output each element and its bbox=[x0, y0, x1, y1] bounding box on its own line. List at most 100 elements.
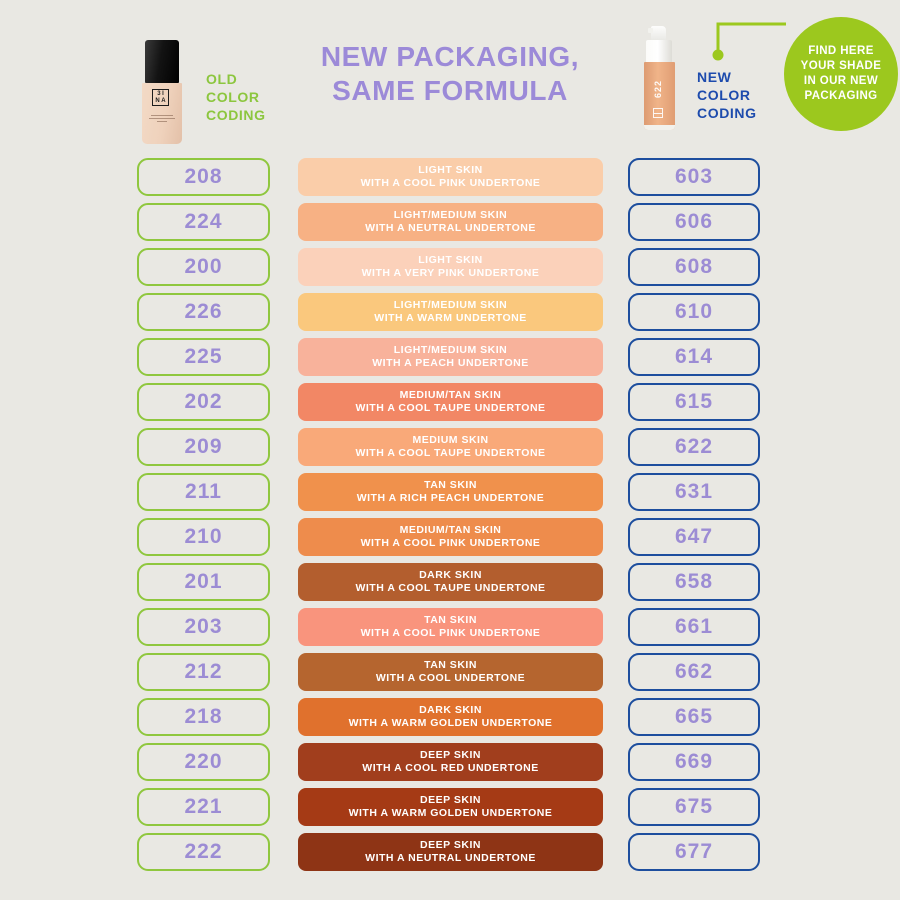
skin-type-text: LIGHT/MEDIUM SKIN bbox=[393, 299, 508, 311]
new-code: 677 bbox=[674, 840, 714, 863]
brand-logo: 3I NA bbox=[152, 89, 169, 106]
old-code-box: 208 bbox=[137, 158, 270, 196]
shade-desc-box: LIGHT/MEDIUM SKIN WITH A PEACH UNDERTONE bbox=[298, 338, 603, 376]
old-code-box: 209 bbox=[137, 428, 270, 466]
old-color-coding-label: OLD COLOR CODING bbox=[206, 71, 266, 123]
shade-desc-box: DEEP SKIN WITH A NEUTRAL UNDERTONE bbox=[298, 833, 603, 871]
shade-row: 211 TAN SKIN WITH A RICH PEACH UNDERTONE… bbox=[0, 473, 900, 511]
shade-row: 210 MEDIUM/TAN SKIN WITH A COOL PINK UND… bbox=[0, 518, 900, 556]
undertone-text: WITH A PEACH UNDERTONE bbox=[372, 357, 529, 369]
new-code: 603 bbox=[674, 165, 714, 188]
undertone-text: WITH A COOL RED UNDERTONE bbox=[362, 762, 539, 774]
shade-row: 202 MEDIUM/TAN SKIN WITH A COOL TAUPE UN… bbox=[0, 383, 900, 421]
shade-finder-badge: FIND HERE YOUR SHADE IN OUR NEW PACKAGIN… bbox=[784, 17, 898, 131]
old-code: 201 bbox=[184, 570, 223, 593]
connector-dot bbox=[712, 49, 724, 61]
new-code-box: 647 bbox=[628, 518, 760, 556]
new-code: 662 bbox=[674, 660, 714, 683]
new-color-coding-label: NEW COLOR CODING bbox=[697, 69, 757, 121]
skin-type-text: DEEP SKIN bbox=[420, 794, 481, 806]
undertone-text: WITH A WARM UNDERTONE bbox=[374, 312, 527, 324]
shade-desc-box: LIGHT SKIN WITH A VERY PINK UNDERTONE bbox=[298, 248, 603, 286]
skin-type-text: LIGHT/MEDIUM SKIN bbox=[393, 209, 508, 221]
old-code: 226 bbox=[184, 300, 223, 323]
undertone-text: WITH A COOL PINK UNDERTONE bbox=[360, 627, 541, 639]
new-code: 615 bbox=[674, 390, 714, 413]
shade-desc-box: DEEP SKIN WITH A WARM GOLDEN UNDERTONE bbox=[298, 788, 603, 826]
old-code-box: 201 bbox=[137, 563, 270, 601]
shade-row: 200 LIGHT SKIN WITH A VERY PINK UNDERTON… bbox=[0, 248, 900, 286]
new-code: 614 bbox=[674, 345, 714, 368]
shade-row: 208 LIGHT SKIN WITH A COOL PINK UNDERTON… bbox=[0, 158, 900, 196]
old-code: 224 bbox=[184, 210, 223, 233]
skin-type-text: DARK SKIN bbox=[419, 704, 482, 716]
new-code-box: 631 bbox=[628, 473, 760, 511]
old-product-bottle: 3I NA bbox=[142, 40, 182, 144]
old-code-box: 226 bbox=[137, 293, 270, 331]
shade-desc-box: MEDIUM SKIN WITH A COOL TAUPE UNDERTONE bbox=[298, 428, 603, 466]
new-code: 610 bbox=[674, 300, 714, 323]
skin-type-text: TAN SKIN bbox=[424, 479, 477, 491]
old-code-box: 221 bbox=[137, 788, 270, 826]
old-code: 222 bbox=[184, 840, 223, 863]
new-code-box: 615 bbox=[628, 383, 760, 421]
page-title: NEW PACKAGING, SAME FORMULA bbox=[320, 41, 580, 106]
new-bottle-body: 622 bbox=[644, 62, 675, 130]
badge-line: IN OUR NEW bbox=[803, 75, 879, 87]
undertone-text: WITH A RICH PEACH UNDERTONE bbox=[356, 492, 545, 504]
new-code: 647 bbox=[674, 525, 714, 548]
new-code: 661 bbox=[674, 615, 714, 638]
shade-row: 212 TAN SKIN WITH A COOL UNDERTONE 662 bbox=[0, 653, 900, 691]
new-code: 658 bbox=[674, 570, 714, 593]
undertone-text: WITH A COOL UNDERTONE bbox=[375, 672, 526, 684]
new-code-box: 677 bbox=[628, 833, 760, 871]
new-code: 606 bbox=[674, 210, 714, 233]
old-code: 208 bbox=[184, 165, 223, 188]
new-code-box: 658 bbox=[628, 563, 760, 601]
shade-desc-box: LIGHT/MEDIUM SKIN WITH A WARM UNDERTONE bbox=[298, 293, 603, 331]
old-code: 211 bbox=[185, 480, 222, 503]
brand-logo-bottom: NA bbox=[155, 97, 168, 104]
new-bottle-pump-nozzle bbox=[648, 26, 666, 41]
shade-row: 222 DEEP SKIN WITH A NEUTRAL UNDERTONE 6… bbox=[0, 833, 900, 871]
new-code: 669 bbox=[674, 750, 714, 773]
old-code-box: 203 bbox=[137, 608, 270, 646]
new-code-box: 675 bbox=[628, 788, 760, 826]
shade-desc-box: DARK SKIN WITH A WARM GOLDEN UNDERTONE bbox=[298, 698, 603, 736]
new-bottle-shade-number: 622 bbox=[653, 80, 663, 99]
skin-type-text: DEEP SKIN bbox=[420, 839, 481, 851]
skin-type-text: MEDIUM/TAN SKIN bbox=[399, 389, 502, 401]
shade-desc-box: TAN SKIN WITH A RICH PEACH UNDERTONE bbox=[298, 473, 603, 511]
old-bottle-cap bbox=[145, 40, 179, 83]
old-code: 203 bbox=[184, 615, 223, 638]
old-code-box: 200 bbox=[137, 248, 270, 286]
undertone-text: WITH A COOL PINK UNDERTONE bbox=[360, 537, 541, 549]
new-code-box: 661 bbox=[628, 608, 760, 646]
old-code-box: 225 bbox=[137, 338, 270, 376]
shade-desc-box: MEDIUM/TAN SKIN WITH A COOL TAUPE UNDERT… bbox=[298, 383, 603, 421]
undertone-text: WITH A NEUTRAL UNDERTONE bbox=[365, 222, 536, 234]
new-product-bottle: 622 bbox=[644, 26, 676, 130]
shade-desc-box: TAN SKIN WITH A COOL PINK UNDERTONE bbox=[298, 608, 603, 646]
skin-type-text: LIGHT SKIN bbox=[418, 164, 483, 176]
new-code-box: 603 bbox=[628, 158, 760, 196]
skin-type-text: DEEP SKIN bbox=[420, 749, 481, 761]
brand-logo-top: 3I bbox=[157, 91, 166, 97]
new-code-box: 662 bbox=[628, 653, 760, 691]
old-code-box: 218 bbox=[137, 698, 270, 736]
undertone-text: WITH A COOL TAUPE UNDERTONE bbox=[355, 447, 546, 459]
label-microtext-line bbox=[157, 121, 167, 122]
badge-line: PACKAGING bbox=[804, 90, 878, 102]
old-code: 209 bbox=[184, 435, 223, 458]
old-code-box: 212 bbox=[137, 653, 270, 691]
shade-row: 220 DEEP SKIN WITH A COOL RED UNDERTONE … bbox=[0, 743, 900, 781]
new-code-box: 665 bbox=[628, 698, 760, 736]
skin-type-text: LIGHT SKIN bbox=[418, 254, 483, 266]
old-code-box: 224 bbox=[137, 203, 270, 241]
old-code: 218 bbox=[184, 705, 223, 728]
old-code-box: 222 bbox=[137, 833, 270, 871]
shade-row: 218 DARK SKIN WITH A WARM GOLDEN UNDERTO… bbox=[0, 698, 900, 736]
new-code: 665 bbox=[674, 705, 714, 728]
old-code-box: 211 bbox=[137, 473, 270, 511]
old-code: 220 bbox=[184, 750, 223, 773]
